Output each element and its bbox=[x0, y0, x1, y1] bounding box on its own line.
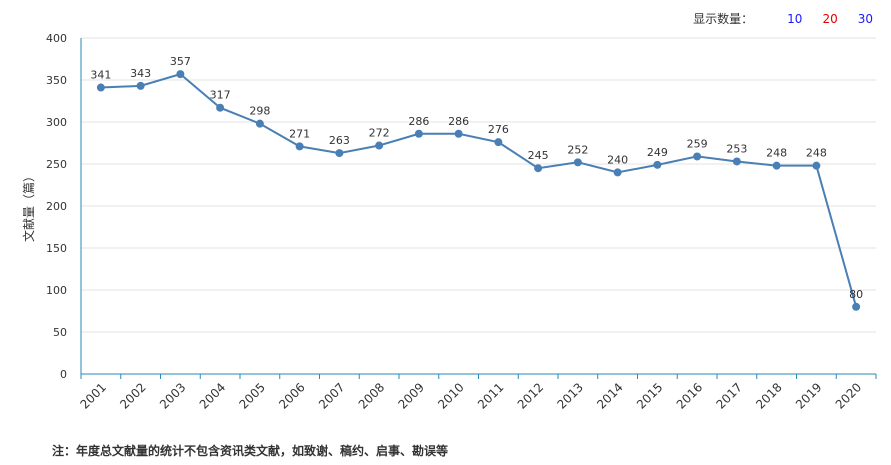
y-tick-label: 300 bbox=[46, 116, 67, 129]
data-point bbox=[534, 164, 543, 173]
x-tick-label: 2019 bbox=[793, 380, 824, 411]
x-tick-label: 2015 bbox=[634, 380, 665, 411]
data-point bbox=[732, 157, 741, 166]
x-tick-label: 2002 bbox=[117, 380, 148, 411]
x-tick-label: 2001 bbox=[77, 380, 108, 411]
data-point bbox=[335, 149, 344, 158]
data-label: 80 bbox=[849, 288, 863, 301]
data-label: 245 bbox=[528, 149, 549, 162]
data-label: 317 bbox=[210, 89, 231, 102]
data-point bbox=[414, 129, 423, 138]
data-point bbox=[693, 152, 702, 161]
y-tick-label: 150 bbox=[46, 242, 67, 255]
data-point bbox=[573, 158, 582, 167]
data-point bbox=[653, 160, 662, 169]
x-tick-label: 2012 bbox=[515, 380, 546, 411]
data-point bbox=[255, 119, 264, 128]
y-tick-label: 400 bbox=[46, 32, 67, 45]
data-point bbox=[176, 70, 185, 79]
x-tick-label: 2003 bbox=[157, 380, 188, 411]
x-tick-label: 2016 bbox=[674, 380, 705, 411]
footnote: 注：年度总文献量的统计不包含资讯类文献，如致谢、稿约、启事、勘误等 bbox=[52, 444, 449, 458]
series-line bbox=[100, 73, 858, 308]
display-count-option-30[interactable]: 30 bbox=[857, 11, 873, 26]
x-tick-label: 2018 bbox=[753, 380, 784, 411]
data-point bbox=[136, 81, 145, 90]
data-label: 276 bbox=[488, 123, 509, 136]
display-count-option-10[interactable]: 10 bbox=[787, 11, 803, 26]
data-label: 240 bbox=[607, 153, 628, 166]
y-tick-label: 250 bbox=[46, 158, 67, 171]
y-tick-label: 100 bbox=[46, 284, 67, 297]
data-point bbox=[494, 138, 503, 147]
x-tick-label: 2017 bbox=[713, 380, 744, 411]
data-label: 263 bbox=[329, 134, 350, 147]
data-label: 252 bbox=[567, 143, 588, 156]
data-label: 298 bbox=[249, 105, 270, 118]
x-tick-label: 2008 bbox=[356, 380, 387, 411]
display-count-selector: 显示数量： 10 20 30 bbox=[693, 10, 873, 27]
x-tick-label: 2007 bbox=[316, 380, 347, 411]
data-label: 341 bbox=[90, 69, 111, 82]
data-label: 343 bbox=[130, 67, 151, 80]
y-tick-label: 0 bbox=[60, 368, 67, 381]
data-point bbox=[613, 168, 622, 177]
x-tick-label: 2020 bbox=[833, 380, 864, 411]
x-tick-label: 2011 bbox=[475, 380, 506, 411]
data-label: 253 bbox=[726, 142, 747, 155]
data-label: 357 bbox=[170, 55, 191, 68]
data-point bbox=[852, 302, 861, 311]
x-tick-label: 2014 bbox=[594, 380, 625, 411]
data-label: 271 bbox=[289, 127, 310, 140]
data-point bbox=[96, 83, 105, 92]
x-tick-label: 2005 bbox=[236, 380, 267, 411]
data-point bbox=[295, 142, 304, 151]
y-tick-label: 200 bbox=[46, 200, 67, 213]
y-tick-label: 50 bbox=[53, 326, 67, 339]
data-point bbox=[772, 161, 781, 170]
line-chart: 0 50 100 150 200 250 300 350 400 2001 2002 2003 2004… bbox=[21, 32, 877, 412]
data-label: 248 bbox=[806, 147, 827, 160]
data-point bbox=[454, 129, 463, 138]
data-point bbox=[812, 161, 821, 170]
display-count-option-20[interactable]: 20 bbox=[822, 11, 838, 26]
x-tick-label: 2013 bbox=[554, 380, 585, 411]
data-point bbox=[375, 141, 384, 150]
x-tick-label: 2010 bbox=[435, 380, 466, 411]
x-tick-label: 2009 bbox=[395, 380, 426, 411]
display-count-label: 显示数量： bbox=[693, 12, 754, 26]
data-label: 286 bbox=[408, 115, 429, 128]
data-label: 286 bbox=[448, 115, 469, 128]
y-tick-label: 350 bbox=[46, 74, 67, 87]
x-tick-label: 2006 bbox=[276, 380, 307, 411]
data-label: 248 bbox=[766, 147, 787, 160]
x-tick-label: 2004 bbox=[197, 380, 228, 411]
data-label: 259 bbox=[687, 137, 708, 150]
data-label: 272 bbox=[369, 127, 390, 140]
data-point bbox=[216, 103, 225, 112]
y-axis-label: 文献量（篇） bbox=[21, 170, 36, 242]
data-label: 249 bbox=[647, 146, 668, 159]
